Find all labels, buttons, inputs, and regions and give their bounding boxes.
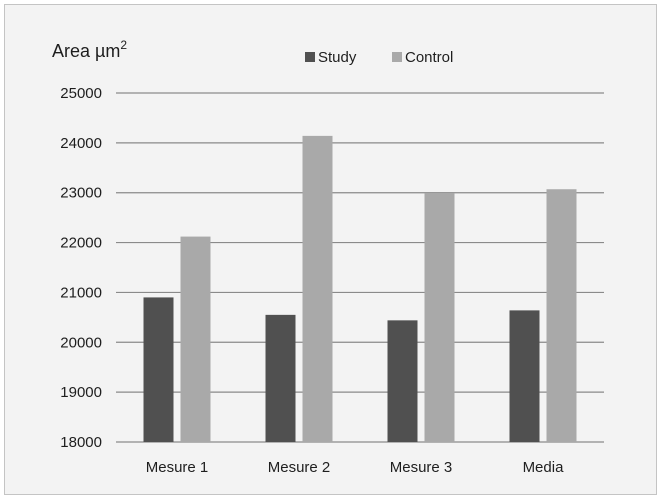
y-tick-label: 18000 [60, 434, 102, 451]
bar-study-mesure-3 [387, 320, 418, 442]
x-tick-label: Mesure 3 [390, 459, 453, 476]
legend-swatch-study [305, 52, 315, 62]
y-tick-label: 19000 [60, 384, 102, 401]
bar-study-mesure-2 [265, 314, 296, 442]
bar-study-media [509, 310, 540, 442]
legend-label-study: Study [318, 49, 357, 66]
y-tick-label: 22000 [60, 235, 102, 252]
y-tick-labels: 25000 24000 23000 22000 21000 20000 19000 18000 [60, 85, 102, 451]
bar-study-mesure-1 [143, 297, 174, 442]
x-tick-label: Mesure 2 [268, 459, 331, 476]
y-tick-label: 24000 [60, 135, 102, 152]
bar-control-mesure-3 [424, 193, 455, 442]
bar-control-mesure-2 [302, 135, 333, 442]
y-axis-title: Area µm2 [52, 38, 127, 61]
bar-control-media [546, 189, 577, 442]
x-tick-labels: Mesure 1 Mesure 2 Mesure 3 Media [146, 459, 564, 476]
legend: Study Control [305, 49, 453, 66]
x-tick-label: Media [523, 459, 565, 476]
legend-label-control: Control [405, 49, 453, 66]
legend-swatch-control [392, 52, 402, 62]
y-tick-label: 25000 [60, 85, 102, 102]
y-tick-label: 21000 [60, 284, 102, 301]
y-tick-label: 23000 [60, 185, 102, 202]
bars [143, 135, 577, 442]
y-tick-label: 20000 [60, 334, 102, 351]
bar-control-mesure-1 [180, 236, 211, 442]
x-tick-label: Mesure 1 [146, 459, 209, 476]
